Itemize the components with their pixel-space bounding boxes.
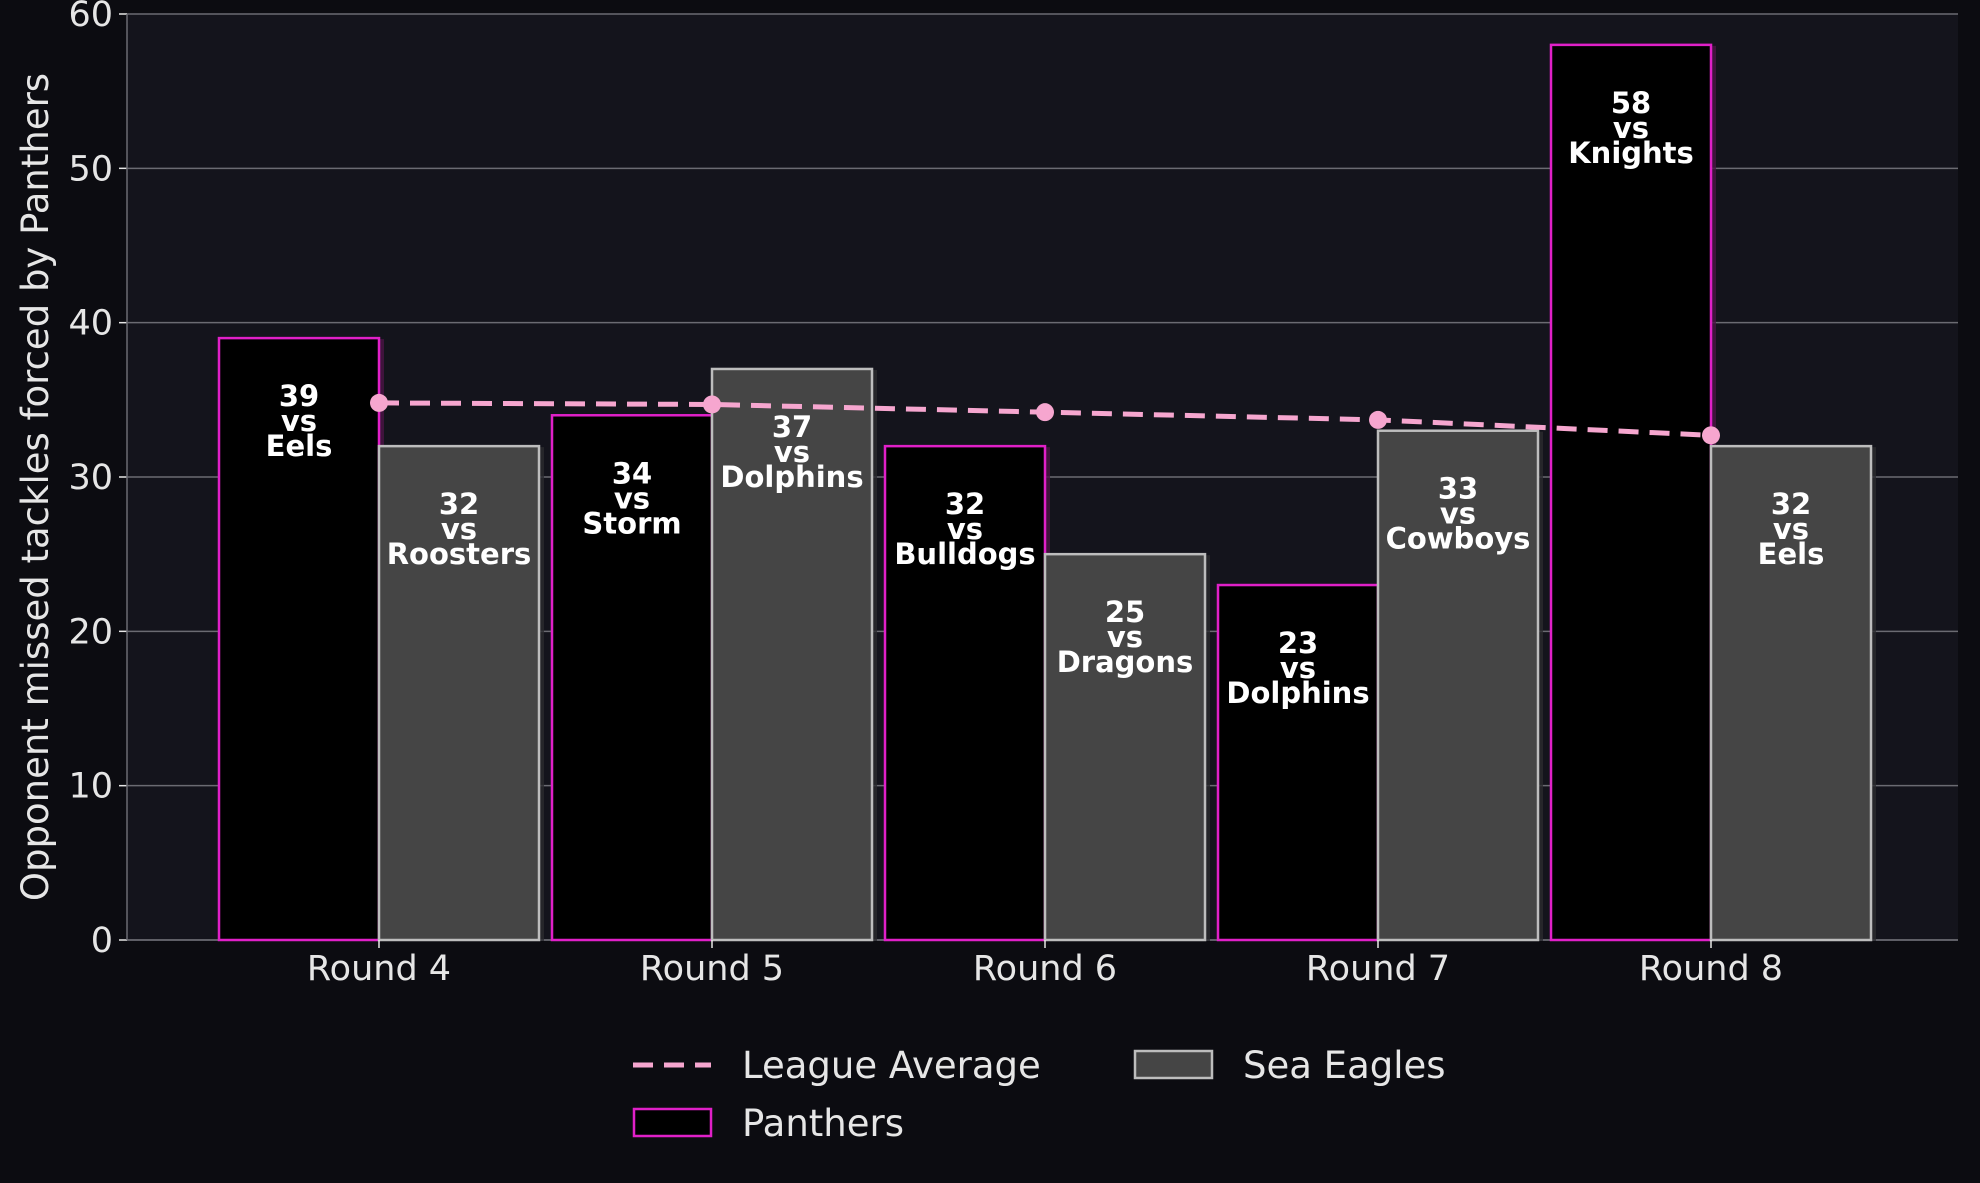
y-tick-label: 60 <box>68 0 113 35</box>
legend-sea-eagles-swatch <box>1133 1049 1214 1080</box>
y-tick-label: 0 <box>91 921 113 961</box>
sea-eagles-data-label: 25 vs Dragons <box>1057 595 1194 679</box>
sea-eagles-bar <box>1376 429 1540 942</box>
legend-panthers-swatch <box>632 1107 713 1138</box>
x-tick-label: Round 6 <box>973 949 1117 989</box>
sea-eagles-data-label: 33 vs Cowboys <box>1386 472 1531 556</box>
sea-eagles-bar <box>1043 552 1207 942</box>
league-average-point <box>1036 403 1054 422</box>
panthers-data-label: 58 vs Knights <box>1568 86 1694 170</box>
league-average-point <box>1369 410 1387 429</box>
panthers-data-label: 32 vs Bulldogs <box>894 487 1035 571</box>
legend-sea-eagles-label: Sea Eagles <box>1243 1044 1446 1087</box>
league-average-point <box>703 395 721 414</box>
league-average-point <box>1702 426 1720 445</box>
sea-eagles-bar <box>1709 444 1873 942</box>
x-tick-label: Round 4 <box>307 949 451 989</box>
panthers-data-label: 39 vs Eels <box>266 379 333 463</box>
x-tick-label: Round 8 <box>1639 949 1783 989</box>
panthers-data-label: 23 vs Dolphins <box>1226 626 1369 710</box>
panthers-data-label: 34 vs Storm <box>582 456 681 540</box>
panthers-bar <box>1216 583 1380 942</box>
panthers-bar <box>550 414 714 942</box>
sea-eagles-data-label: 37 vs Dolphins <box>720 410 863 494</box>
sea-eagles-data-label: 32 vs Eels <box>1758 487 1825 571</box>
sea-eagles-data-label: 32 vs Roosters <box>387 487 532 571</box>
sea-eagles-bar <box>710 367 874 942</box>
y-tick-label: 10 <box>68 767 113 807</box>
y-tick-label: 30 <box>68 458 113 498</box>
y-tick-label: 20 <box>68 612 113 652</box>
league-average-point <box>370 393 388 412</box>
panthers-bar <box>217 336 381 942</box>
panthers-bar <box>1549 43 1713 942</box>
panthers-bar <box>883 444 1047 942</box>
x-tick-label: Round 7 <box>1306 949 1450 989</box>
y-tick-label: 40 <box>68 304 113 344</box>
x-tick-label: Round 5 <box>640 949 784 989</box>
legend-average-label: League Average <box>742 1044 1041 1087</box>
y-tick-label: 50 <box>68 149 113 189</box>
y-axis-label: Opponent missed tackles forced by Panthe… <box>14 73 57 901</box>
sea-eagles-bar <box>377 444 541 942</box>
legend-panthers-label: Panthers <box>742 1102 904 1145</box>
